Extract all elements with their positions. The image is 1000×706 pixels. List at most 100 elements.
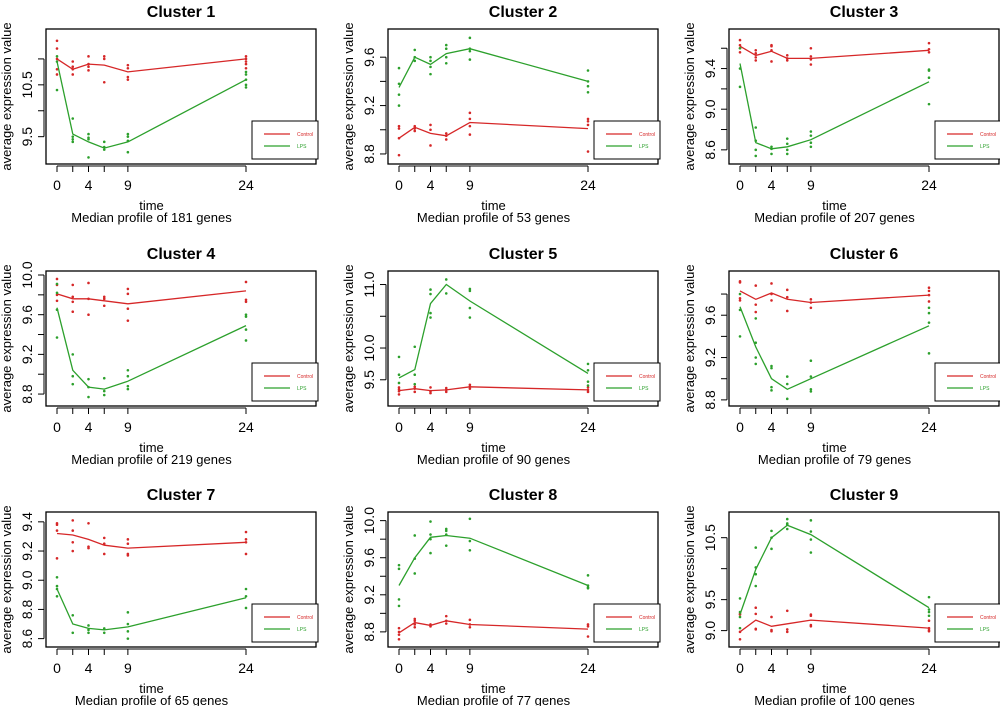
y-tick-label: 10.0	[361, 507, 377, 534]
y-axis-label: average expression value	[341, 22, 356, 170]
lps-replicate-point	[927, 610, 931, 614]
control-replicate-point	[444, 622, 448, 625]
x-axis-label: time	[139, 440, 164, 455]
legend: Control LPS	[934, 362, 1000, 402]
cluster-panel-7: Cluster 7 0 4 9 24 8.6 8.8 9.0 9.2 9.4 average exp…	[0, 487, 319, 706]
x-tick-label: 4	[85, 660, 93, 676]
control-replicate-point	[71, 295, 75, 299]
x-axis-label: time	[822, 198, 847, 213]
x-tick-label: 9	[124, 419, 132, 435]
lps-replicate-point	[809, 145, 813, 149]
lps-replicate-point	[738, 335, 742, 338]
x-tick-label: 24	[580, 419, 596, 435]
lps-replicate-point	[244, 339, 248, 342]
plot-frame	[728, 270, 1000, 407]
y-tick-label: 8.8	[19, 384, 35, 404]
x-axis-label: time	[139, 681, 164, 696]
lps-replicate-point	[444, 55, 448, 59]
control-replicate-point	[809, 298, 813, 301]
legend: Control LPS	[251, 603, 319, 643]
legend-label-control: Control	[639, 132, 655, 138]
lps-replicate-point	[754, 356, 758, 359]
lps-replicate-point	[397, 66, 401, 70]
y-axis-label: average expression value	[0, 22, 14, 170]
y-tick-label: 9.6	[19, 305, 35, 325]
lps-median-line	[56, 307, 247, 390]
legend-label-control: Control	[980, 374, 996, 380]
lps-replicate-point	[397, 381, 401, 385]
x-tick-label: 24	[238, 177, 254, 193]
x-tick-label: 0	[53, 177, 61, 193]
plot-frame	[728, 28, 1000, 165]
lps-replicate-point	[785, 148, 789, 152]
control-replicate-point	[87, 69, 90, 72]
control-replicate-point	[397, 153, 401, 157]
control-replicate-point	[244, 552, 248, 556]
lps-replicate-point	[244, 315, 248, 318]
y-axis-label: average expression value	[682, 264, 697, 412]
lps-replicate-point	[444, 47, 448, 51]
lps-replicate-point	[71, 135, 75, 138]
plot-frame	[45, 28, 317, 165]
control-replicate-point	[754, 310, 758, 314]
control-replicate-point	[102, 295, 106, 299]
lps-replicate-point	[809, 551, 813, 554]
lps-replicate-point	[586, 69, 590, 72]
control-replicate-point	[126, 307, 130, 311]
control-replicate-point	[785, 54, 789, 57]
control-replicate-point	[244, 55, 248, 58]
y-tick-label: 9.2	[361, 96, 377, 116]
lps-replicate-point	[429, 59, 432, 63]
cluster-panel-9: Cluster 9 0 4 9 24 9.0 9.5 10.5 average expressi…	[682, 487, 1000, 706]
control-replicate-point	[429, 123, 432, 127]
lps-replicate-point	[770, 145, 773, 149]
panel-title: Cluster 4	[147, 246, 216, 263]
legend-label-lps: LPS	[980, 144, 990, 150]
lps-replicate-point	[429, 533, 432, 536]
control-replicate-point	[55, 47, 59, 50]
lps-replicate-point	[754, 546, 758, 549]
lps-replicate-point	[927, 306, 931, 310]
lps-replicate-point	[927, 76, 931, 80]
y-axis-label: average expression value	[0, 264, 14, 412]
lps-replicate-point	[754, 148, 758, 152]
legend-label-control: Control	[297, 615, 313, 621]
lps-replicate-point	[429, 292, 432, 296]
control-replicate-point	[71, 310, 75, 314]
median-profile-caption: Median profile of 77 genes	[417, 693, 571, 706]
lps-replicate-point	[809, 141, 813, 145]
lps-replicate-point	[413, 572, 417, 575]
cluster-panel-3: Cluster 3 0 4 9 24 8.6 9.0 9.4 average expressio…	[682, 4, 1000, 225]
lps-replicate-point	[444, 544, 448, 547]
control-median-line	[56, 290, 247, 305]
y-axis-label: average expression value	[682, 22, 697, 170]
control-replicate-point	[927, 289, 931, 293]
lps-replicate-point	[102, 376, 106, 380]
control-replicate-point	[444, 138, 448, 141]
control-replicate-point	[785, 609, 789, 613]
y-tick-label: 8.6	[702, 140, 718, 160]
x-tick-label: 24	[238, 419, 254, 435]
lps-replicate-point	[55, 282, 59, 286]
control-replicate-point	[809, 614, 813, 618]
control-replicate-point	[244, 530, 248, 534]
lps-replicate-point	[55, 88, 59, 92]
control-replicate-point	[429, 391, 432, 395]
control-replicate-point	[429, 128, 432, 132]
panel-title: Cluster 6	[830, 246, 899, 263]
lps-replicate-point	[444, 278, 448, 281]
lps-replicate-point	[55, 291, 59, 295]
y-tick-label: 9.0	[702, 621, 718, 641]
control-replicate-point	[87, 521, 90, 525]
x-tick-label: 0	[736, 177, 744, 193]
control-replicate-point	[126, 78, 130, 81]
plot-frame	[387, 270, 659, 407]
control-replicate-point	[586, 123, 590, 127]
lps-replicate-point	[397, 104, 401, 107]
lps-replicate-point	[244, 86, 248, 89]
lps-replicate-point	[413, 382, 417, 386]
lps-replicate-point	[244, 73, 248, 76]
y-tick-label: 9.2	[361, 585, 377, 605]
lps-replicate-point	[809, 130, 813, 133]
lps-replicate-point	[87, 624, 90, 627]
